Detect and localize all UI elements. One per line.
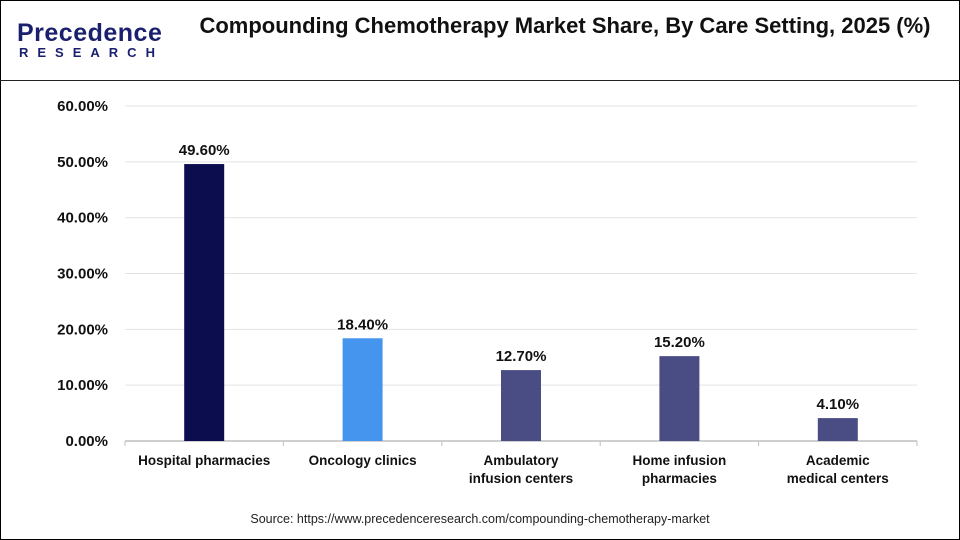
- y-tick-label: 60.00%: [57, 98, 108, 115]
- logo-text-bottom: RESEARCH: [19, 45, 164, 60]
- x-tick-label: Oncology clinics: [309, 453, 417, 468]
- x-tick-label: Hospital pharmacies: [138, 453, 270, 468]
- data-label: 15.20%: [654, 334, 705, 351]
- data-label: 49.60%: [179, 142, 230, 159]
- bar: [659, 356, 700, 441]
- data-label: 18.40%: [337, 316, 388, 333]
- bar: [817, 418, 858, 441]
- y-tick-label: 20.00%: [57, 321, 108, 338]
- logo-text-top: Precedence: [17, 19, 163, 47]
- y-tick-label: 10.00%: [57, 377, 108, 394]
- header-divider: [0, 80, 960, 81]
- logo: Precedence RESEARCH: [17, 20, 164, 60]
- y-tick-label: 50.00%: [57, 154, 108, 171]
- x-tick-label: medical centers: [787, 471, 889, 486]
- y-tick-label: 0.00%: [65, 433, 108, 450]
- source-note: Source: https://www.precedenceresearch.c…: [250, 512, 710, 526]
- x-tick-label: Home infusion: [633, 453, 727, 468]
- y-tick-label: 40.00%: [57, 210, 108, 227]
- x-tick-label: Academic: [806, 453, 870, 468]
- data-label: 12.70%: [496, 348, 547, 365]
- x-tick-label: infusion centers: [469, 471, 573, 486]
- x-tick-label: pharmacies: [642, 471, 717, 486]
- bar: [184, 164, 225, 442]
- y-tick-label: 30.00%: [57, 266, 108, 283]
- chart-title: Compounding Chemotherapy Market Share, B…: [199, 13, 931, 38]
- x-tick-label: Ambulatory: [483, 453, 559, 468]
- bar: [501, 370, 541, 441]
- bar: [342, 338, 383, 441]
- data-label: 4.10%: [817, 396, 860, 413]
